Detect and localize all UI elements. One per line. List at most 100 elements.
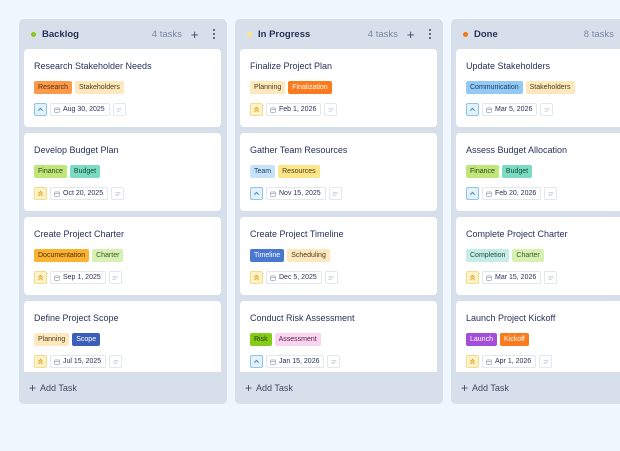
due-date-button[interactable]: Feb 20, 2026 — [482, 187, 542, 200]
description-button[interactable] — [324, 271, 338, 284]
description-button[interactable] — [111, 187, 125, 200]
add-task-button[interactable]: + Add Task — [451, 372, 620, 404]
plus-icon: + — [461, 381, 469, 395]
due-date-text: Apr 1, 2026 — [495, 358, 532, 365]
tag-list: Completion Charter — [466, 249, 620, 262]
add-card-button[interactable]: + — [406, 26, 415, 42]
description-lines-icon — [115, 191, 120, 196]
calendar-icon — [486, 359, 492, 365]
task-card[interactable]: Create Project Charter Documentation Char… — [24, 217, 221, 295]
due-date-text: Jul 15, 2025 — [63, 358, 102, 365]
calendar-icon — [486, 107, 492, 113]
card-footer: Jul 15, 2025 — [34, 355, 211, 368]
column-header: In Progress 4 tasks + — [235, 19, 443, 49]
add-card-button[interactable]: + — [190, 26, 199, 42]
card-footer: Jan 15, 2026 — [250, 355, 427, 368]
task-card[interactable]: Create Project Timeline Timeline Scheduli… — [240, 217, 437, 295]
task-card[interactable]: Complete Project Charter Completion Chart… — [456, 217, 620, 295]
calendar-icon — [486, 275, 492, 281]
description-button[interactable] — [540, 103, 554, 116]
priority-high-button[interactable] — [250, 103, 263, 116]
column-header: Done 8 tasks + — [451, 19, 620, 49]
task-card[interactable]: Research Stakeholder Needs Research Stake… — [24, 49, 221, 127]
task-card[interactable]: Define Project Scope Planning Scope Jul 1… — [24, 301, 221, 372]
calendar-icon — [54, 107, 60, 113]
due-date-button[interactable]: Sep 1, 2025 — [50, 271, 106, 284]
due-date-button[interactable]: Feb 1, 2026 — [266, 103, 322, 116]
description-button[interactable] — [328, 187, 342, 200]
task-card[interactable]: Assess Budget Allocation Finance Budget F… — [456, 133, 620, 211]
priority-high-button[interactable] — [34, 355, 47, 368]
priority-medium-button[interactable] — [466, 187, 479, 200]
tag-badge: Planning — [34, 333, 70, 346]
calendar-icon — [54, 275, 60, 281]
due-date-button[interactable]: Nov 15, 2025 — [266, 187, 326, 200]
priority-medium-button[interactable] — [250, 355, 263, 368]
tag-list: Planning Finalization — [250, 81, 427, 94]
tag-badge: Scope — [72, 333, 101, 346]
due-date-button[interactable]: Mar 15, 2026 — [482, 271, 542, 284]
description-button[interactable] — [109, 355, 123, 368]
task-card[interactable]: Develop Budget Plan Finance Budget Oct 20… — [24, 133, 221, 211]
priority-high-button[interactable] — [34, 187, 47, 200]
description-lines-icon — [328, 275, 334, 280]
description-button[interactable] — [112, 103, 126, 116]
task-card[interactable]: Gather Team Resources Team Resources Nov … — [240, 133, 437, 211]
add-task-button[interactable]: + Add Task — [19, 372, 227, 404]
description-button[interactable] — [324, 103, 338, 116]
due-date-button[interactable]: Jan 15, 2026 — [266, 355, 325, 368]
due-date-button[interactable]: Aug 30, 2025 — [50, 103, 110, 116]
add-task-button[interactable]: + Add Task — [235, 372, 443, 404]
task-title: Complete Project Charter — [466, 229, 568, 239]
due-date-text: Jan 15, 2026 — [279, 358, 320, 365]
column-menu-button[interactable] — [427, 28, 434, 40]
status-dot-icon — [247, 31, 252, 37]
due-date-button[interactable]: Dec 5, 2025 — [266, 271, 322, 284]
due-date-button[interactable]: Jul 15, 2025 — [50, 355, 107, 368]
task-card[interactable]: Update Stakeholders Communication Stakeho… — [456, 49, 620, 127]
calendar-icon — [486, 191, 492, 197]
description-button[interactable] — [539, 355, 553, 368]
description-button[interactable] — [544, 187, 558, 200]
column-title: Done — [474, 28, 498, 40]
column-menu-button[interactable] — [211, 28, 218, 40]
double-chevron-up-icon — [254, 274, 259, 281]
priority-medium-button[interactable] — [34, 103, 47, 116]
card-footer: Dec 5, 2025 — [250, 271, 427, 284]
kanban-column-in-progress: In Progress 4 tasks + Finalize Project P… — [235, 19, 443, 404]
tag-list: Launch Kickoff — [466, 333, 620, 346]
description-button[interactable] — [108, 271, 122, 284]
priority-medium-button[interactable] — [250, 187, 263, 200]
double-chevron-up-icon — [38, 274, 43, 281]
task-title: Research Stakeholder Needs — [34, 61, 152, 71]
task-count: 4 tasks — [367, 28, 398, 40]
task-card[interactable]: Conduct Risk Assessment Risk Assessment J… — [240, 301, 437, 372]
tag-list: Communication Stakeholders — [466, 81, 620, 94]
task-card[interactable]: Launch Project Kickoff Launch Kickoff Apr… — [456, 301, 620, 372]
card-list: Update Stakeholders Communication Stakeho… — [456, 49, 620, 372]
due-date-text: Feb 20, 2026 — [495, 190, 537, 197]
task-card[interactable]: Finalize Project Plan Planning Finalizati… — [240, 49, 437, 127]
description-button[interactable] — [327, 355, 341, 368]
task-title: Create Project Timeline — [250, 229, 344, 239]
card-footer: Feb 20, 2026 — [466, 187, 620, 200]
plus-icon: + — [29, 381, 37, 395]
tag-badge: Budget — [501, 165, 533, 178]
tag-list: Finance Budget — [466, 165, 620, 178]
description-button[interactable] — [544, 271, 558, 284]
priority-high-button[interactable] — [466, 271, 479, 284]
priority-high-button[interactable] — [34, 271, 47, 284]
due-date-text: Mar 5, 2026 — [495, 106, 533, 113]
priority-high-button[interactable] — [466, 355, 479, 368]
due-date-button[interactable]: Oct 20, 2025 — [50, 187, 109, 200]
card-footer: Oct 20, 2025 — [34, 187, 211, 200]
due-date-text: Aug 30, 2025 — [63, 106, 105, 113]
priority-high-button[interactable] — [250, 271, 263, 284]
due-date-button[interactable]: Mar 5, 2026 — [482, 103, 538, 116]
priority-medium-button[interactable] — [466, 103, 479, 116]
calendar-icon — [270, 107, 276, 113]
tag-badge: Resources — [278, 165, 320, 178]
due-date-button[interactable]: Apr 1, 2026 — [482, 355, 537, 368]
double-chevron-up-icon — [38, 358, 43, 365]
add-task-label: Add Task — [40, 383, 77, 393]
